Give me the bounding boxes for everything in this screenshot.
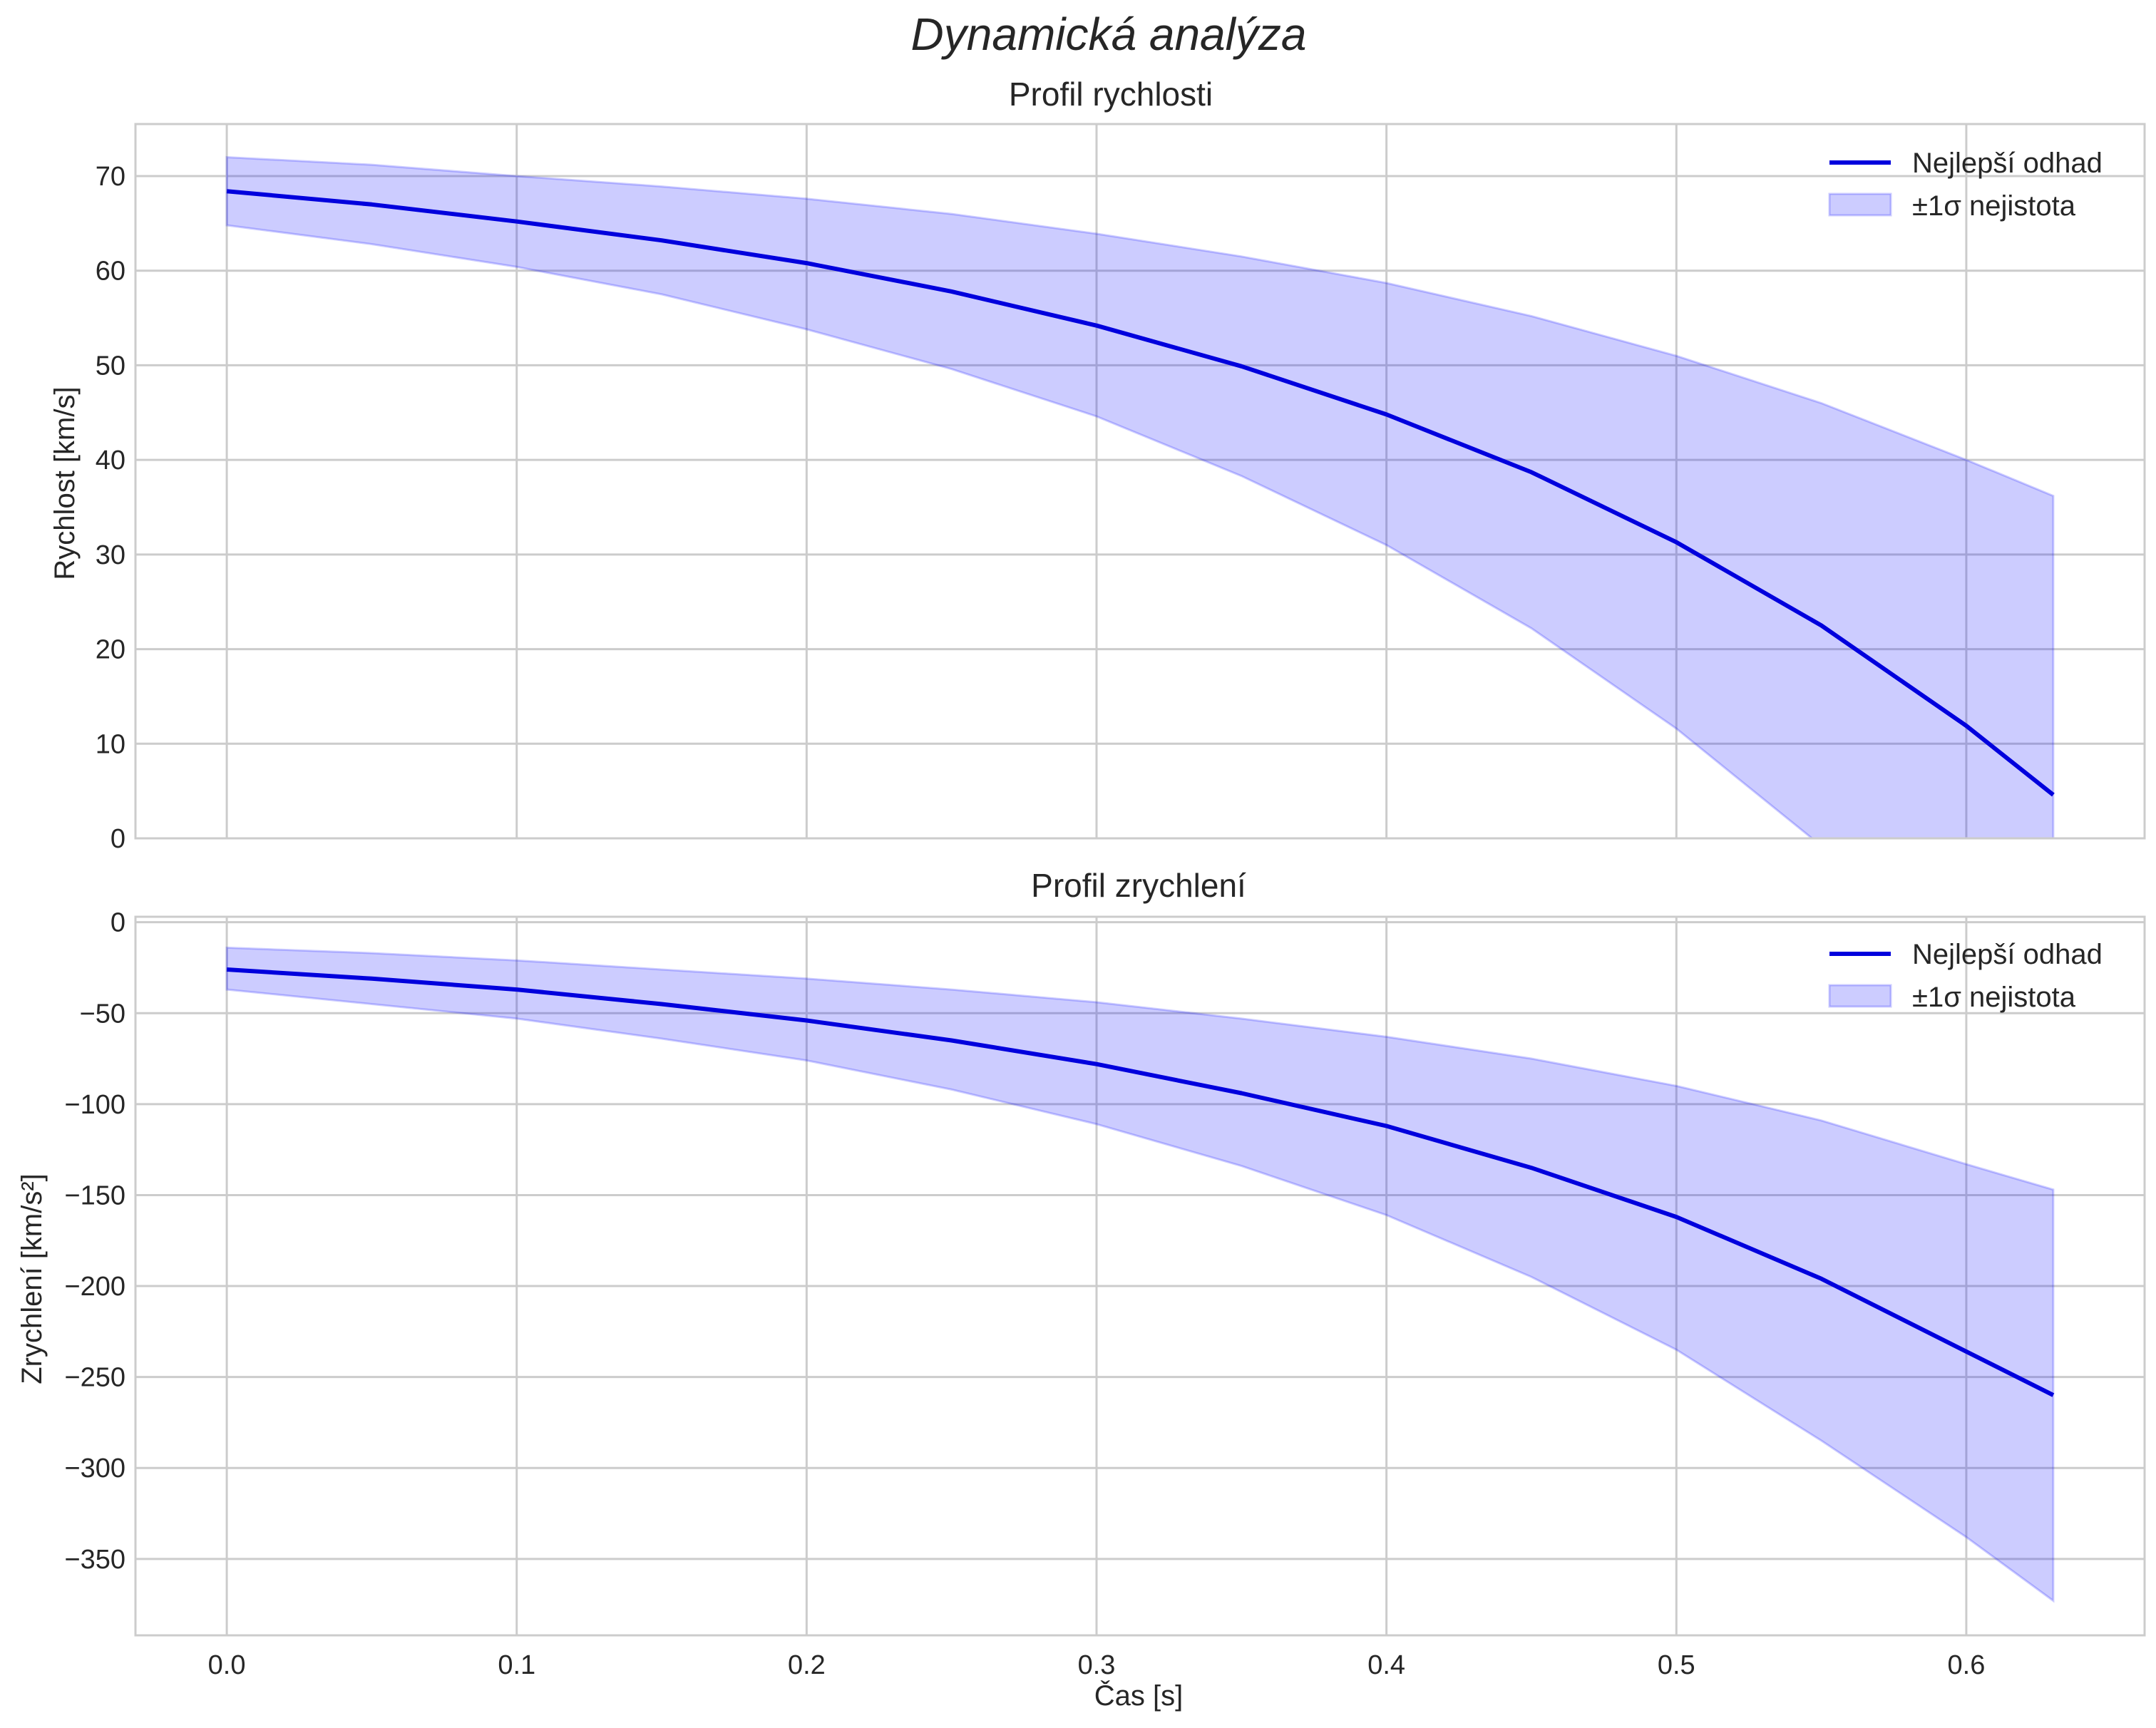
velocity-panel: Profil rychlosti 0 10 20 30 40 50 60 70 Rychlos… [49,76,2146,854]
acceleration-legend: Nejlepší odhad ±1σ nejistota [1828,939,2103,1013]
acceleration-x-tick-label: 0.0 [208,1650,246,1680]
acceleration-x-tick-label: 0.3 [1078,1650,1116,1680]
velocity-plot-frame [134,123,2146,840]
time-x-axis-label: Čas [s] [1094,1680,1183,1712]
velocity-y-tick-label: 40 [96,446,125,475]
acceleration-x-tick-label: 0.2 [788,1650,826,1680]
acceleration-legend-band-swatch [1828,984,1892,1008]
acceleration-y-tick-label: −300 [64,1454,125,1483]
acceleration-y-tick-label: −100 [64,1090,125,1120]
acceleration-x-tick-label: 0.4 [1367,1650,1405,1680]
velocity-y-tick-label: 60 [96,257,125,287]
acceleration-legend-best-estimate: Nejlepší odhad [1912,939,2103,970]
velocity-best-estimate-line [226,189,2055,797]
acceleration-uncertainty-band [225,946,2055,1603]
figure-suptitle: Dynamická analýza [911,9,1307,60]
velocity-y-tick-label: 0 [111,824,125,854]
velocity-legend-band-swatch [1828,192,1892,217]
acceleration-y-axis-label: Zrychlení [km/s²] [16,1173,48,1384]
velocity-y-tick-label: 20 [96,635,125,665]
acceleration-best-estimate-line [226,967,2055,1397]
velocity-y-tick-label: 70 [96,162,125,192]
acceleration-legend-uncertainty: ±1σ nejistota [1912,982,2076,1013]
acceleration-y-tick-label: −150 [64,1181,125,1210]
acceleration-y-tick-label: −200 [64,1272,125,1302]
acceleration-plot-frame [134,915,2146,1637]
acceleration-y-tick-label: −250 [64,1363,125,1393]
acceleration-x-tick-label: 0.5 [1658,1650,1695,1680]
velocity-legend-uncertainty: ±1σ nejistota [1912,190,2076,222]
velocity-uncertainty-band [225,155,2055,838]
acceleration-y-tick-label: −350 [64,1545,125,1575]
acceleration-panel: Profil zrychlení 0 −50 −100 −150 −200 −250 −30… [16,867,2146,1712]
acceleration-y-tick-label: −50 [80,999,125,1029]
acceleration-y-tick-label: 0 [111,908,125,938]
velocity-y-tick-label: 10 [96,729,125,759]
acceleration-x-tick-label: 0.6 [1948,1650,1986,1680]
velocity-y-axis-label: Rychlost [km/s] [49,386,81,580]
acceleration-panel-title: Profil zrychlení [1031,867,1246,904]
acceleration-x-tick-label: 0.1 [498,1650,535,1680]
velocity-panel-title: Profil rychlosti [1009,76,1213,113]
velocity-y-tick-label: 50 [96,351,125,381]
velocity-legend: Nejlepší odhad ±1σ nejistota [1828,148,2103,222]
velocity-legend-best-estimate: Nejlepší odhad [1912,148,2103,179]
velocity-y-tick-label: 30 [96,540,125,570]
